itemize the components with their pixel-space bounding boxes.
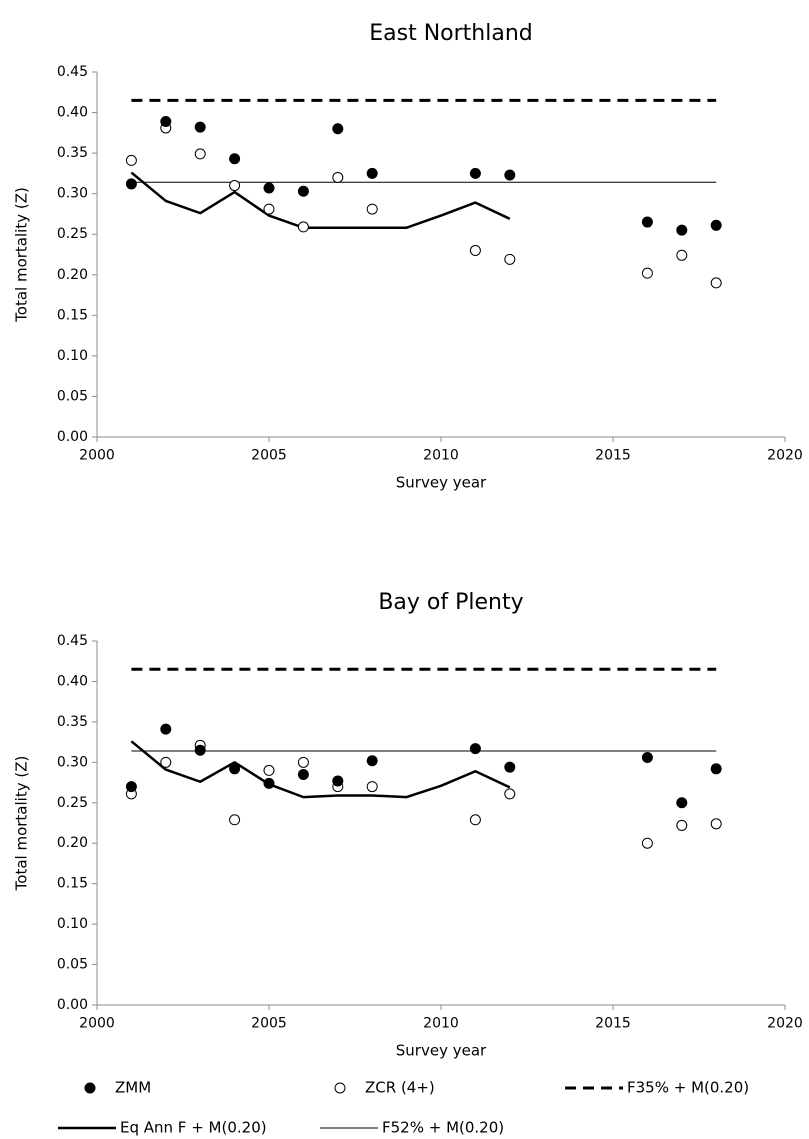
series-zmm-point <box>504 169 516 181</box>
x-tick-label: 2010 <box>423 448 459 464</box>
series-zcr-4-point <box>641 837 653 849</box>
series-zcr-4-point <box>676 819 688 831</box>
series-zmm-point <box>676 797 688 809</box>
y-tick-label: 0.35 <box>57 145 88 161</box>
y-tick-label: 0.10 <box>57 916 88 932</box>
y-tick-label: 0.45 <box>57 64 88 80</box>
y-tick-label: 0.30 <box>57 186 88 202</box>
chart-panel-east-northland: East Northland 0.00 0.05 0.10 0.15 0.20 0.25 0.… <box>13 21 803 492</box>
y-tick-label: 0.05 <box>57 957 88 973</box>
series-zcr-4-point <box>469 814 481 826</box>
series-zmm-point <box>366 755 378 767</box>
y-tick-label: 0.00 <box>57 997 88 1013</box>
x-tick-label: 2005 <box>251 448 287 464</box>
x-tick-label: 2015 <box>595 448 631 464</box>
series-zmm-point <box>125 178 137 190</box>
y-tick-label: 0.10 <box>57 348 88 364</box>
y-axis-label: Total mortality (Z) <box>13 756 31 892</box>
series-zcr-4-point <box>469 244 481 256</box>
series-zmm-point <box>125 781 137 793</box>
series-zmm-point <box>194 744 206 756</box>
series-zmm-point <box>469 167 481 179</box>
series-zmm-point <box>194 121 206 133</box>
legend-zcr-4-marker <box>334 1082 346 1094</box>
series-zmm-point <box>469 743 481 755</box>
series-zcr-4-point <box>263 764 275 776</box>
series-zmm-point <box>504 761 516 773</box>
series-zcr-4-point <box>125 154 137 166</box>
y-tick-label: 0.20 <box>57 835 88 851</box>
series-zmm-point <box>160 115 172 127</box>
series-zcr-4-point <box>229 814 241 826</box>
series-eq-ann-f-m-0-20-line <box>130 740 511 799</box>
series-zcr-4-point <box>297 756 309 768</box>
series-zcr-4-point <box>710 818 722 830</box>
x-tick-label: 2020 <box>767 448 803 464</box>
y-tick-label: 0.25 <box>57 795 88 811</box>
series-zmm-point <box>641 216 653 228</box>
series-zmm-point <box>710 219 722 231</box>
series-zmm-point <box>366 167 378 179</box>
series-zmm-point <box>332 123 344 135</box>
x-tick-label: 2015 <box>595 1016 631 1032</box>
x-axis-label: Survey year <box>396 474 487 492</box>
series-eq-ann-f-m-0-20-line <box>130 171 511 229</box>
chart-panel-bay-of-plenty: Bay of Plenty 0.00 0.05 0.10 0.15 0.20 0.25 0.3… <box>13 590 803 1060</box>
series-zcr-4-point <box>263 203 275 215</box>
legend-f52-m-0-20-label: F52% + M(0.20) <box>382 1119 504 1137</box>
y-tick-label: 0.25 <box>57 226 88 242</box>
series-zcr-4-point <box>229 180 241 192</box>
chart-title: Bay of Plenty <box>378 590 523 615</box>
series-zcr-4-point <box>194 148 206 160</box>
y-tick-label: 0.45 <box>57 633 88 649</box>
series-zmm-point <box>160 723 172 735</box>
series-zmm-point <box>297 185 309 197</box>
series-zmm-point <box>332 775 344 787</box>
series-zcr-4-point <box>641 267 653 279</box>
series-zmm-point <box>229 153 241 165</box>
x-axis-label: Survey year <box>396 1042 487 1060</box>
series-zcr-4-point <box>160 756 172 768</box>
series-zmm-point <box>641 751 653 763</box>
series-zcr-4-point <box>676 249 688 261</box>
series-zcr-4-point <box>710 277 722 289</box>
series-zcr-4-point <box>504 788 516 800</box>
x-tick-label: 2000 <box>79 448 115 464</box>
series-zmm-point <box>297 768 309 780</box>
legend-zcr-4-label: ZCR (4+) <box>365 1079 435 1097</box>
y-tick-label: 0.00 <box>57 429 88 445</box>
legend-zmm-marker <box>84 1082 96 1094</box>
series-zcr-4-point <box>332 171 344 183</box>
y-tick-label: 0.05 <box>57 388 88 404</box>
series-zmm-point <box>676 224 688 236</box>
series-zmm-point <box>263 182 275 194</box>
x-tick-label: 2000 <box>79 1016 115 1032</box>
y-tick-label: 0.30 <box>57 754 88 770</box>
series-zcr-4-point <box>366 203 378 215</box>
series-zcr-4-point <box>504 253 516 265</box>
y-axis-label: Total mortality (Z) <box>13 187 31 323</box>
legend-zmm-label: ZMM <box>115 1079 151 1097</box>
legend-f35-m-0-20-label: F35% + M(0.20) <box>627 1079 749 1097</box>
x-tick-label: 2020 <box>767 1016 803 1032</box>
y-tick-label: 0.35 <box>57 714 88 730</box>
legend-eq-ann-f-m-0-20-label: Eq Ann F + M(0.20) <box>120 1119 267 1137</box>
y-tick-label: 0.20 <box>57 267 88 283</box>
chart-legend: ZMM ZCR (4+) F35% + M(0.20) Eq Ann F + M(0.… <box>58 1079 749 1137</box>
y-tick-label: 0.15 <box>57 307 88 323</box>
series-zmm-point <box>229 763 241 775</box>
series-zmm-point <box>710 763 722 775</box>
x-tick-label: 2010 <box>423 1016 459 1032</box>
y-tick-label: 0.15 <box>57 876 88 892</box>
series-zcr-4-point <box>366 781 378 793</box>
chart-title: East Northland <box>369 21 533 46</box>
y-tick-label: 0.40 <box>57 673 88 689</box>
series-zcr-4-point <box>297 221 309 233</box>
x-tick-label: 2005 <box>251 1016 287 1032</box>
series-zmm-point <box>263 777 275 789</box>
y-tick-label: 0.40 <box>57 105 88 121</box>
